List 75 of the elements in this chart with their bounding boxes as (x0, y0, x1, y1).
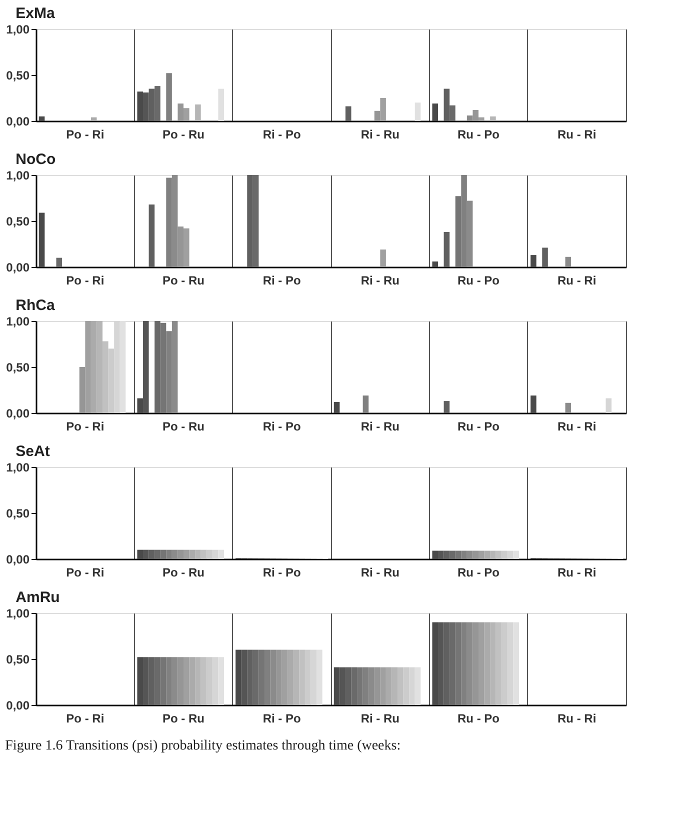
chart-title: AmRu (16, 589, 60, 606)
bar (606, 398, 612, 413)
bar (148, 204, 155, 267)
bar (38, 116, 45, 121)
x-tick-label: Po - Ru (162, 712, 204, 726)
y-tick-label: 1,00 (6, 460, 30, 474)
bar (542, 248, 548, 267)
bar (414, 102, 421, 121)
y-tick-label: 0,50 (6, 360, 30, 374)
x-tick-label: Ru - Po (458, 566, 500, 580)
x-tick-label: Ru - Ri (557, 128, 596, 142)
bar (380, 250, 386, 267)
x-tick-label: Ru - Po (458, 274, 500, 288)
y-tick-label: 0,50 (6, 652, 30, 666)
bar (565, 256, 572, 267)
bar (195, 104, 201, 121)
x-tick-label: Po - Ru (162, 128, 204, 142)
x-tick-label: Po - Ri (66, 712, 104, 726)
bar (38, 212, 45, 267)
x-tick-label: Ru - Po (458, 128, 500, 142)
x-tick-label: Ri - Po (262, 420, 301, 434)
bar (56, 258, 62, 267)
x-tick-label: Ri - Po (262, 274, 301, 288)
bar (90, 117, 97, 121)
x-tick-label: Ri - Po (262, 566, 301, 580)
chart-title: RhCa (16, 297, 56, 314)
y-tick-label: 1,00 (6, 314, 30, 328)
y-tick-label: 0,00 (6, 114, 30, 128)
x-tick-label: Ru - Ri (557, 274, 596, 288)
x-tick-label: Ri - Ru (360, 566, 400, 580)
y-tick-label: 1,00 (6, 168, 30, 182)
x-tick-label: Ri - Po (262, 128, 301, 142)
bar (444, 232, 450, 267)
x-tick-label: Po - Ru (162, 420, 204, 434)
y-tick-label: 0,00 (6, 552, 30, 566)
y-tick-label: 1,00 (6, 22, 30, 36)
x-tick-label: Po - Ri (66, 420, 104, 434)
caption: Figure 1.6 Transitions (psi) probability estimates through time (weeks: (5, 738, 401, 754)
bar (565, 402, 572, 413)
x-tick-label: Ri - Ru (360, 420, 400, 434)
bar (530, 255, 536, 267)
bar (444, 401, 450, 413)
bar (334, 402, 340, 413)
x-tick-label: Ri - Ru (360, 128, 400, 142)
bar (490, 116, 496, 121)
bar (432, 261, 438, 267)
bar (345, 106, 352, 121)
x-tick-label: Ru - Ri (557, 420, 596, 434)
x-tick-label: Ru - Ri (557, 712, 596, 726)
chart-title: ExMa (16, 5, 56, 22)
x-tick-label: Ru - Po (458, 420, 500, 434)
x-tick-label: Po - Ru (162, 274, 204, 288)
x-tick-label: Po - Ri (66, 274, 104, 288)
bar (362, 396, 369, 413)
bar (218, 88, 224, 121)
x-tick-label: Ri - Po (262, 712, 301, 726)
x-tick-label: Po - Ru (162, 566, 204, 580)
x-tick-label: Po - Ri (66, 128, 104, 142)
y-tick-label: 0,50 (6, 506, 30, 520)
y-tick-label: 0,00 (6, 260, 30, 274)
x-tick-label: Ri - Ru (360, 712, 400, 726)
y-tick-label: 0,00 (6, 406, 30, 420)
bar (530, 396, 536, 413)
x-tick-label: Ri - Ru (360, 274, 400, 288)
x-tick-label: Po - Ri (66, 566, 104, 580)
bar (166, 73, 172, 121)
x-tick-label: Ru - Ri (557, 566, 596, 580)
x-tick-label: Ru - Po (458, 712, 500, 726)
chart-title: SeAt (16, 443, 50, 460)
bar (432, 104, 438, 121)
y-tick-label: 1,00 (6, 606, 30, 620)
y-tick-label: 0,50 (6, 68, 30, 82)
y-tick-label: 0,00 (6, 698, 30, 712)
y-tick-label: 0,50 (6, 214, 30, 228)
chart-title: NoCo (16, 151, 56, 168)
